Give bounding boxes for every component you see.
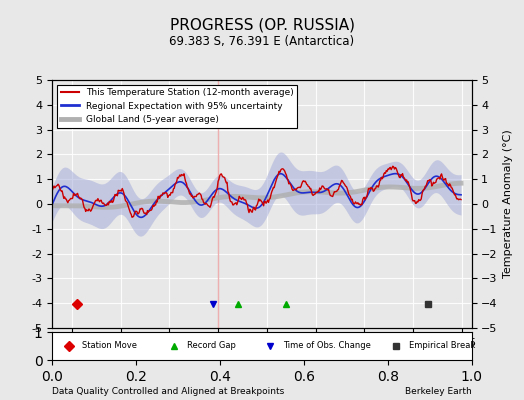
Text: Berkeley Earth: Berkeley Earth [405,387,472,396]
Text: Time of Obs. Change: Time of Obs. Change [283,342,371,350]
Text: 69.383 S, 76.391 E (Antarctica): 69.383 S, 76.391 E (Antarctica) [169,35,355,48]
Text: Data Quality Controlled and Aligned at Breakpoints: Data Quality Controlled and Aligned at B… [52,387,285,396]
Text: Station Move: Station Move [82,342,137,350]
Y-axis label: Temperature Anomaly (°C): Temperature Anomaly (°C) [504,130,514,278]
Legend: This Temperature Station (12-month average), Regional Expectation with 95% uncer: This Temperature Station (12-month avera… [57,84,297,128]
Text: Empirical Break: Empirical Break [409,342,475,350]
Text: Record Gap: Record Gap [187,342,235,350]
Text: PROGRESS (OP. RUSSIA): PROGRESS (OP. RUSSIA) [169,17,355,32]
